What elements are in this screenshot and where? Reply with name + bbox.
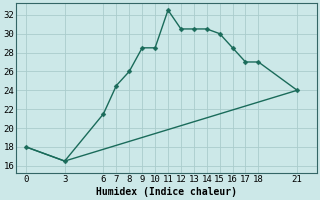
- X-axis label: Humidex (Indice chaleur): Humidex (Indice chaleur): [96, 186, 236, 197]
